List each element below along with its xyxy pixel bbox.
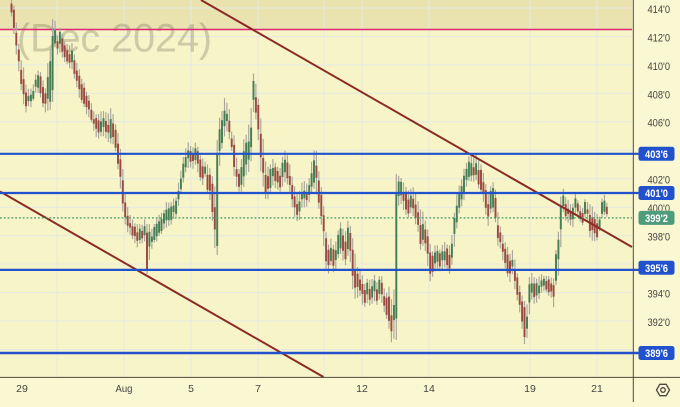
svg-text:401'0: 401'0	[645, 188, 668, 200]
svg-text:408'0: 408'0	[648, 89, 671, 101]
svg-text:412'0: 412'0	[648, 32, 671, 44]
svg-text:19: 19	[524, 383, 536, 395]
svg-text:389'6: 389'6	[645, 348, 668, 360]
svg-text:392'0: 392'0	[648, 317, 671, 329]
svg-text:398'0: 398'0	[648, 232, 671, 244]
svg-text:394'0: 394'0	[648, 289, 671, 301]
svg-text:12: 12	[356, 383, 368, 395]
svg-text:29: 29	[16, 383, 28, 395]
svg-text:406'0: 406'0	[648, 118, 671, 130]
svg-text:Aug: Aug	[116, 383, 133, 395]
svg-text:399'2: 399'2	[645, 213, 668, 225]
svg-text:21: 21	[591, 383, 603, 395]
svg-text:414'0: 414'0	[648, 4, 671, 16]
svg-text:(Dec 2024): (Dec 2024)	[17, 17, 212, 61]
svg-text:410'0: 410'0	[648, 61, 671, 73]
svg-text:14: 14	[423, 383, 435, 395]
svg-text:403'6: 403'6	[645, 149, 668, 161]
svg-text:7: 7	[255, 383, 261, 395]
svg-text:5: 5	[188, 383, 194, 395]
svg-text:395'6: 395'6	[645, 263, 668, 275]
svg-text:402'0: 402'0	[648, 175, 671, 187]
